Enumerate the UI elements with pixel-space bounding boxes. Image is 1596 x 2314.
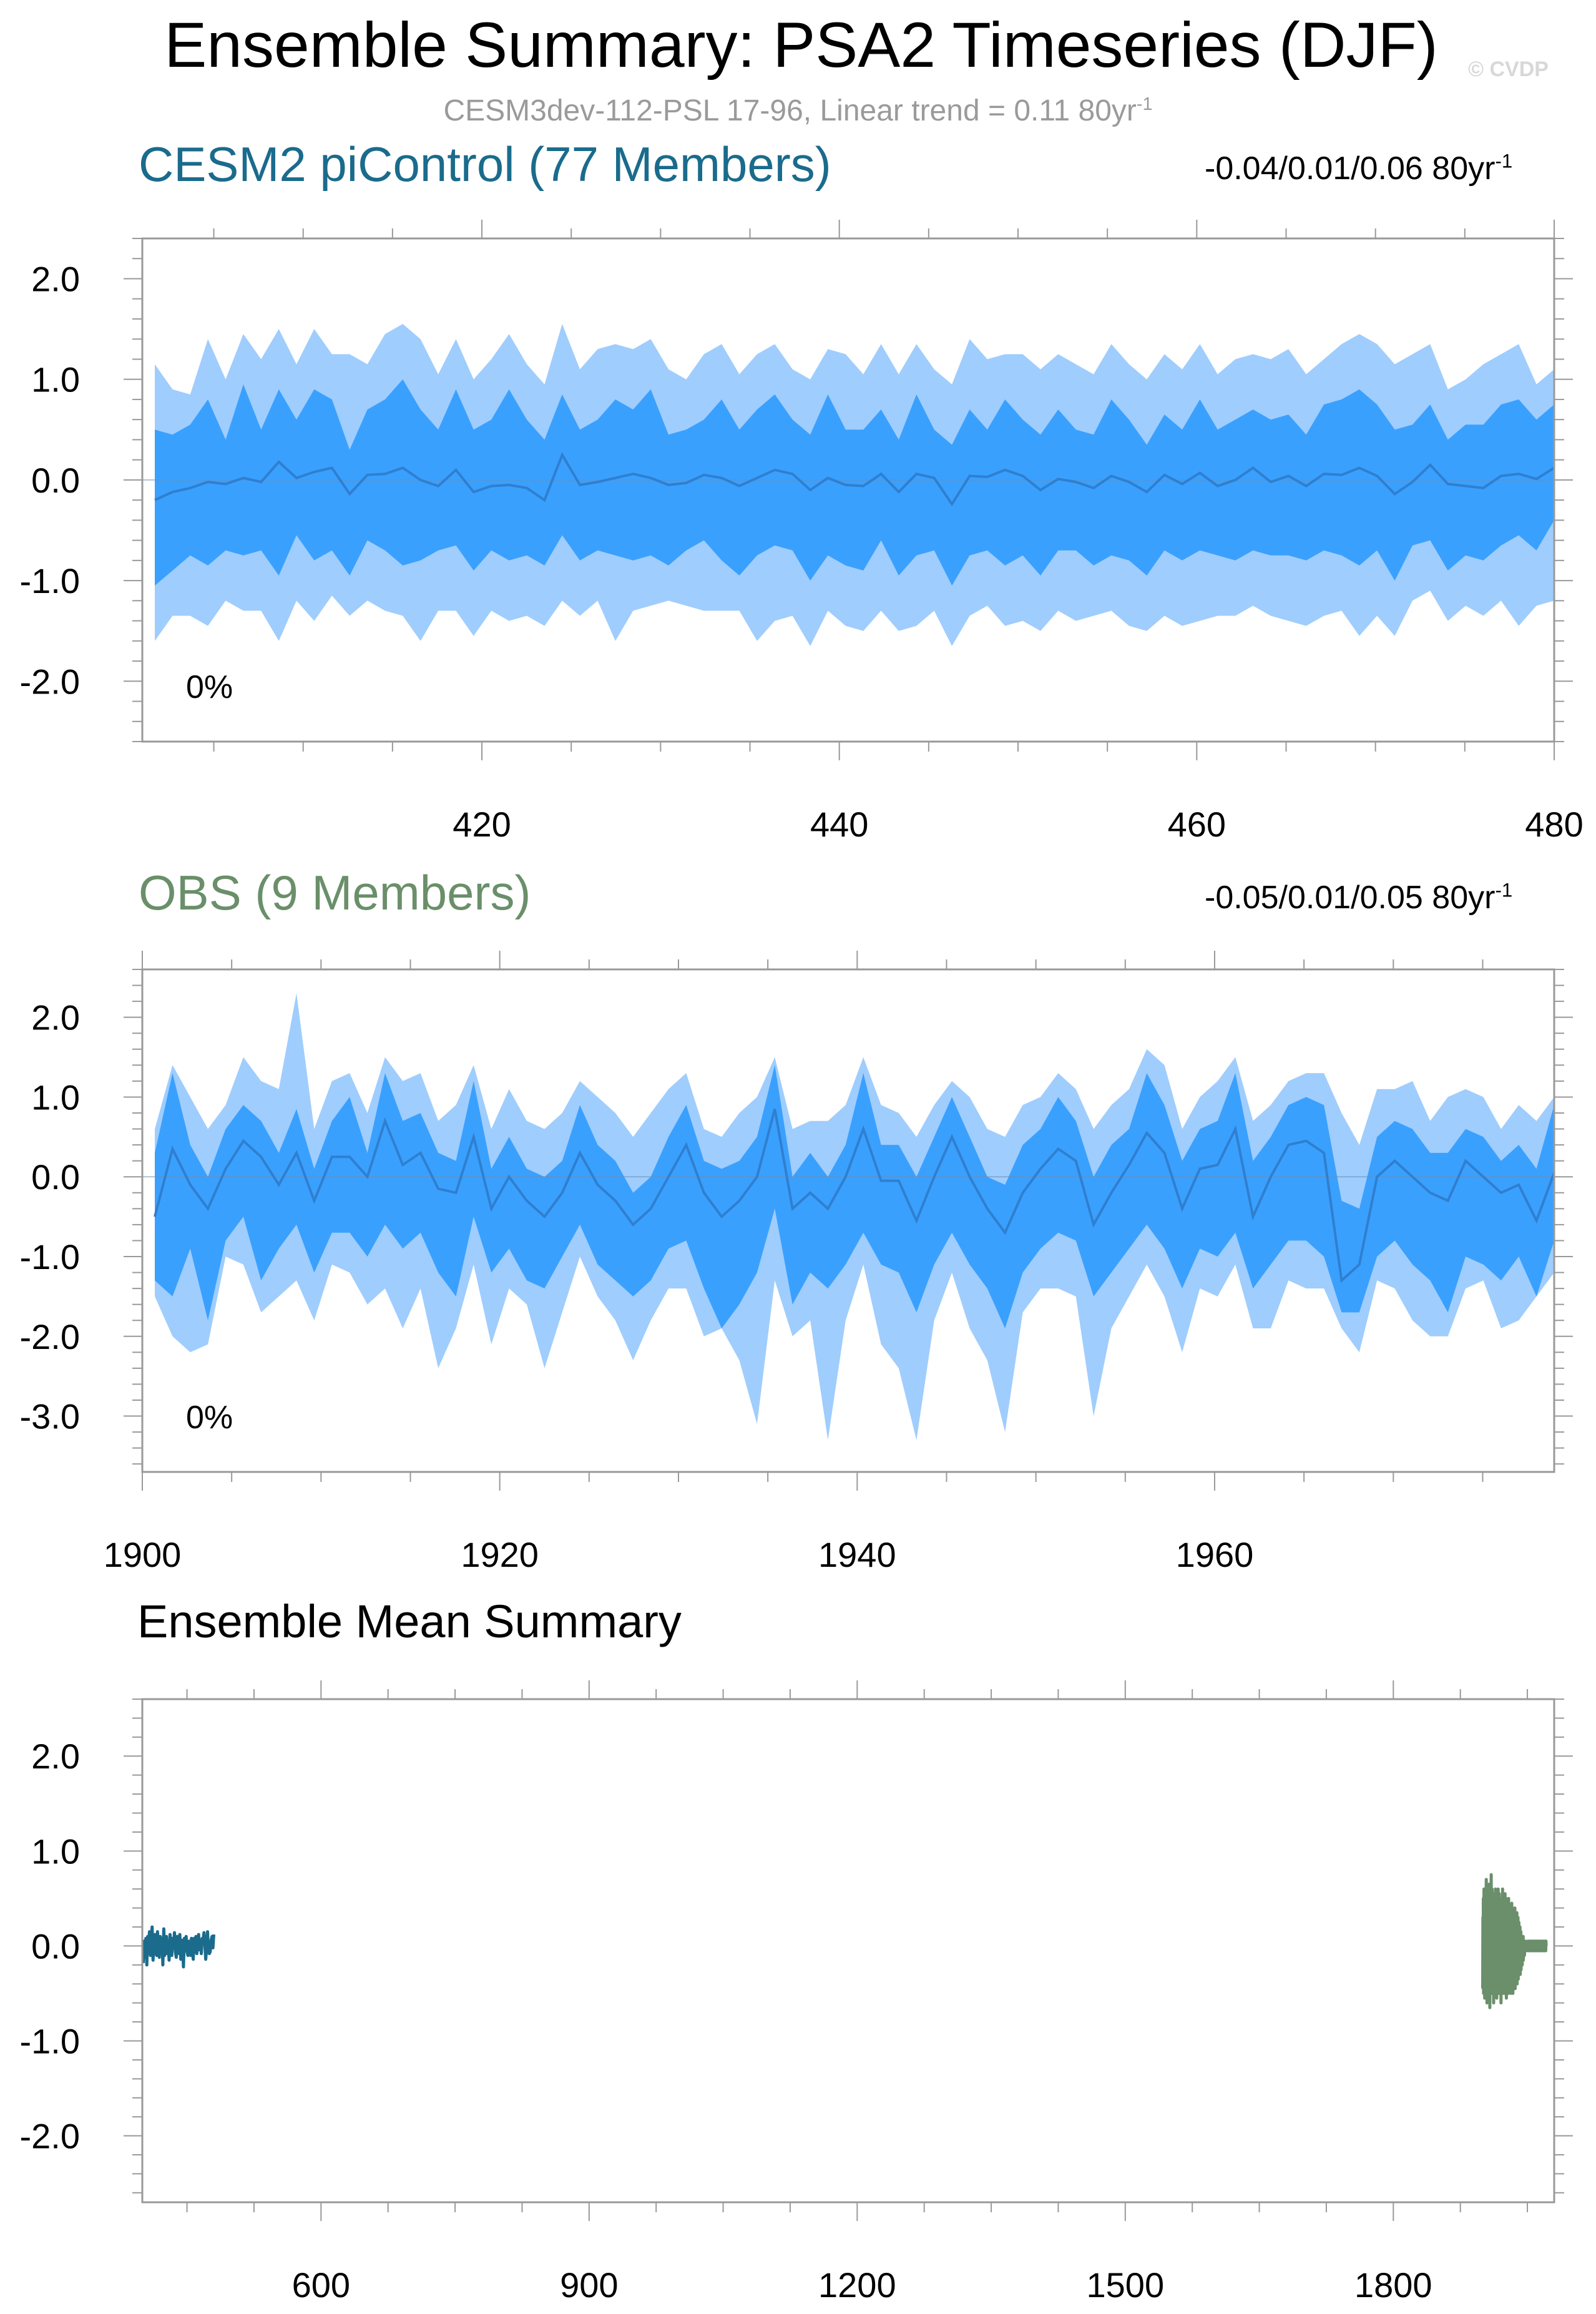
summary-ytick-label: -1.0 <box>20 2021 81 2061</box>
summary-cesm2-line <box>141 1925 215 1969</box>
cesm2-ytick-label: 2.0 <box>31 259 80 298</box>
obs-ytick-label: -2.0 <box>20 1317 81 1356</box>
summary-xtick-label: 600 <box>292 2265 350 2305</box>
obs-ytick-label: -1.0 <box>20 1237 81 1277</box>
summary-ytick-label: 2.0 <box>31 1737 80 1776</box>
subtitle-text: CESM3dev-112-PSL 17-96, Linear trend = 0… <box>443 94 1137 127</box>
summary-ytick-label: -2.0 <box>20 2117 81 2156</box>
summary-panel: -2.0 -1.0 0.0 1.0 2.0 600 900 1200 1500 1800 <box>20 1680 1573 2305</box>
cesm2-ytick-label: 1.0 <box>31 360 80 400</box>
cesm2-xtick-label: 460 <box>1168 805 1226 844</box>
cesm2-panel: -2.0 -1.0 0.0 1.0 2.0 420 440 460 480 0% <box>20 220 1584 844</box>
obs-rank-label: 0% <box>186 1400 233 1436</box>
summary-xtick-label: 1200 <box>818 2265 896 2305</box>
cesm2-ytick-label: -2.0 <box>20 662 81 701</box>
summary-xtick-label: 1800 <box>1354 2265 1432 2305</box>
cesm2-trend-label: -0.04/0.01/0.06 80yr-1 <box>1205 150 1512 187</box>
cesm2-panel-title: CESM2 piControl (77 Members) <box>139 137 831 192</box>
obs-trend-label: -0.05/0.01/0.05 80yr-1 <box>1205 879 1512 916</box>
obs-trend-text: -0.05/0.01/0.05 80yr <box>1205 880 1496 916</box>
summary-panel-title: Ensemble Mean Summary <box>137 1596 682 1647</box>
obs-frame <box>141 968 1555 1473</box>
obs-panel-title: OBS (9 Members) <box>139 865 531 920</box>
obs-ytick-label: -3.0 <box>20 1397 81 1436</box>
cesm2-frame <box>141 237 1555 743</box>
cesm2-xtick-label: 480 <box>1525 805 1583 844</box>
obs-inner-band <box>155 1065 1554 1328</box>
summary-ytick-label: 0.0 <box>31 1926 80 1966</box>
obs-xtick-label: 1960 <box>1176 1535 1254 1574</box>
cesm2-inner-band <box>155 379 1554 586</box>
cesm2-ytick-label: -1.0 <box>20 561 81 601</box>
subtitle-exponent: -1 <box>1136 94 1153 114</box>
cesm2-trend-text: -0.04/0.01/0.06 80yr <box>1205 150 1496 187</box>
cesm2-mean-line <box>154 452 1555 507</box>
summary-xtick-label: 1500 <box>1087 2265 1165 2305</box>
obs-trend-exponent: -1 <box>1495 879 1513 901</box>
cvdp-watermark: © CVDP <box>1468 57 1549 81</box>
obs-ytick-label: 0.0 <box>31 1157 80 1197</box>
obs-xtick-label: 1920 <box>461 1535 539 1574</box>
cesm2-ytick-label: 0.0 <box>31 461 80 500</box>
obs-mean-line <box>154 1109 1555 1283</box>
summary-xtick-label: 900 <box>560 2265 618 2305</box>
cesm2-xtick-label: 440 <box>810 805 868 844</box>
main-title: Ensemble Summary: PSA2 Timeseries (DJF) <box>164 9 1438 81</box>
summary-obs-line <box>1481 1873 1548 2009</box>
summary-ytick-label: 1.0 <box>31 1831 80 1871</box>
cesm2-rank-label: 0% <box>186 669 233 705</box>
cesm2-trend-exponent: -1 <box>1495 150 1513 172</box>
obs-xtick-label: 1900 <box>104 1535 182 1574</box>
summary-frame <box>141 1698 1555 2204</box>
obs-panel: -3.0 -2.0 -1.0 0.0 1.0 2.0 1900 1920 1940 1960 0% <box>20 951 1573 1574</box>
obs-ytick-label: 1.0 <box>31 1077 80 1117</box>
obs-xtick-label: 1940 <box>818 1535 896 1574</box>
obs-ytick-label: 2.0 <box>31 998 80 1037</box>
subtitle: CESM3dev-112-PSL 17-96, Linear trend = 0… <box>0 94 1596 128</box>
cesm2-xtick-label: 420 <box>453 805 511 844</box>
